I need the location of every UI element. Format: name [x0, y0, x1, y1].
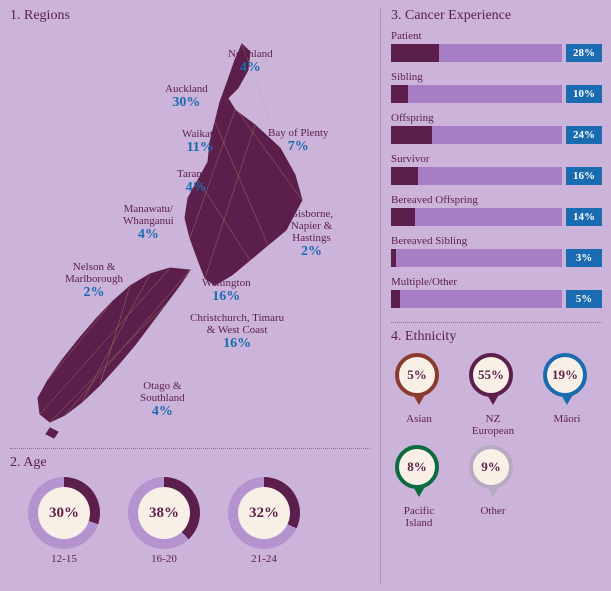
region-name: Nelson &Marlborough	[65, 261, 123, 285]
ethnicity-label: Pacific Island	[391, 505, 447, 529]
ethnicity-title: 4. Ethnicity	[391, 329, 602, 345]
cancer-bar-label: Bereaved Sibling	[391, 235, 602, 247]
region-pct: 2%	[65, 285, 123, 300]
ethnicity-pct: 19%	[543, 353, 587, 397]
region-label: Gisborne,Napier &Hastings2%	[290, 208, 333, 260]
cancer-bar-fill	[391, 85, 408, 103]
cancer-bar-value: 3%	[566, 249, 602, 267]
cancer-bar-value: 14%	[566, 208, 602, 226]
cancer-bar-label: Bereaved Offspring	[391, 194, 602, 206]
ethnicity-pin: 5% Asian	[391, 353, 447, 437]
cancer-bar-fill	[391, 290, 400, 308]
region-label: Nelson &Marlborough2%	[65, 261, 123, 301]
region-pct: 4%	[140, 404, 185, 419]
cancer-bar-label: Sibling	[391, 71, 602, 83]
region-label: Wellington16%	[202, 277, 251, 304]
ethnicity-pct: 5%	[395, 353, 439, 397]
age-pct: 30%	[38, 487, 90, 539]
cancer-bar-label: Survivor	[391, 153, 602, 165]
region-label: Otago &Southland4%	[140, 380, 185, 420]
ethnicity-label: Asian	[391, 413, 447, 425]
age-donut: 38% 16-20	[128, 477, 200, 565]
ethnicity-grid: 5% Asian 55% NZ European 19% Māori 8% Pacific I…	[391, 353, 602, 529]
age-donut: 32% 21-24	[228, 477, 300, 565]
age-title: 2. Age	[10, 455, 370, 471]
age-label: 16-20	[128, 553, 200, 565]
age-label: 21-24	[228, 553, 300, 565]
ethnicity-label: Māori	[539, 413, 595, 425]
ethnicity-pin: 55% NZ European	[465, 353, 521, 437]
ethnicity-pct: 9%	[469, 445, 513, 489]
cancer-bar-fill	[391, 126, 432, 144]
region-pct: 30%	[165, 95, 208, 110]
region-name: Bay of Plenty	[268, 127, 329, 139]
regions-title: 1. Regions	[10, 8, 370, 24]
cancer-bar-item: Survivor 16%	[391, 153, 602, 185]
cancer-bar-fill	[391, 167, 418, 185]
region-name: Otago &Southland	[140, 380, 185, 404]
cancer-bar-item: Patient 28%	[391, 30, 602, 62]
region-label: Manawatu/Whanganui4%	[123, 203, 174, 243]
region-pct: 16%	[202, 289, 251, 304]
ethnicity-pct: 8%	[395, 445, 439, 489]
age-donut: 30% 12-15	[28, 477, 100, 565]
cancer-bar-value: 28%	[566, 44, 602, 62]
region-name: Auckland	[165, 83, 208, 95]
ethnicity-pin: 19% Māori	[539, 353, 595, 437]
cancer-bar-item: Sibling 10%	[391, 71, 602, 103]
region-name: Manawatu/Whanganui	[123, 203, 174, 227]
region-pct: 4%	[177, 180, 215, 195]
region-label: Taranaki4%	[177, 168, 215, 195]
region-pct: 2%	[290, 244, 333, 259]
nz-map: Northland4%Auckland30%Waikato11%Bay of P…	[10, 30, 370, 440]
cancer-bar-item: Bereaved Offspring 14%	[391, 194, 602, 226]
cancer-bar-fill	[391, 44, 439, 62]
cancer-bar-item: Offspring 24%	[391, 112, 602, 144]
region-label: Waikato11%	[182, 128, 218, 155]
cancer-title: 3. Cancer Experience	[391, 8, 602, 24]
region-pct: 7%	[268, 139, 329, 154]
cancer-bar-label: Offspring	[391, 112, 602, 124]
ethnicity-pin: 9% Other	[465, 445, 521, 529]
cancer-bar-label: Multiple/Other	[391, 276, 602, 288]
region-label: Northland4%	[228, 48, 273, 75]
cancer-bar-label: Patient	[391, 30, 602, 42]
cancer-bars: Patient 28% Sibling 10% Offspring 24% Survivor…	[391, 30, 602, 308]
region-label: Bay of Plenty7%	[268, 127, 329, 154]
region-name: Taranaki	[177, 168, 215, 180]
region-pct: 4%	[123, 227, 174, 242]
region-name: Waikato	[182, 128, 218, 140]
region-name: Christchurch, Timaru& West Coast	[190, 312, 284, 336]
cancer-bar-item: Multiple/Other 5%	[391, 276, 602, 308]
cancer-bar-fill	[391, 208, 415, 226]
ethnicity-pct: 55%	[469, 353, 513, 397]
cancer-bar-fill	[391, 249, 396, 267]
age-pct: 32%	[238, 487, 290, 539]
region-name: Gisborne,Napier &Hastings	[290, 208, 333, 244]
ethnicity-pin: 8% Pacific Island	[391, 445, 447, 529]
region-name: Northland	[228, 48, 273, 60]
ethnicity-label: NZ European	[465, 413, 521, 437]
cancer-bar-value: 10%	[566, 85, 602, 103]
age-pct: 38%	[138, 487, 190, 539]
age-donuts: 30% 12-15 38% 16-20 32% 21-24	[28, 477, 370, 565]
cancer-bar-value: 5%	[566, 290, 602, 308]
age-label: 12-15	[28, 553, 100, 565]
region-pct: 4%	[228, 60, 273, 75]
cancer-bar-item: Bereaved Sibling 3%	[391, 235, 602, 267]
cancer-bar-value: 16%	[566, 167, 602, 185]
ethnicity-label: Other	[465, 505, 521, 517]
region-label: Auckland30%	[165, 83, 208, 110]
cancer-bar-value: 24%	[566, 126, 602, 144]
region-label: Christchurch, Timaru& West Coast16%	[190, 312, 284, 352]
region-name: Wellington	[202, 277, 251, 289]
region-pct: 16%	[190, 336, 284, 351]
region-pct: 11%	[182, 140, 218, 155]
